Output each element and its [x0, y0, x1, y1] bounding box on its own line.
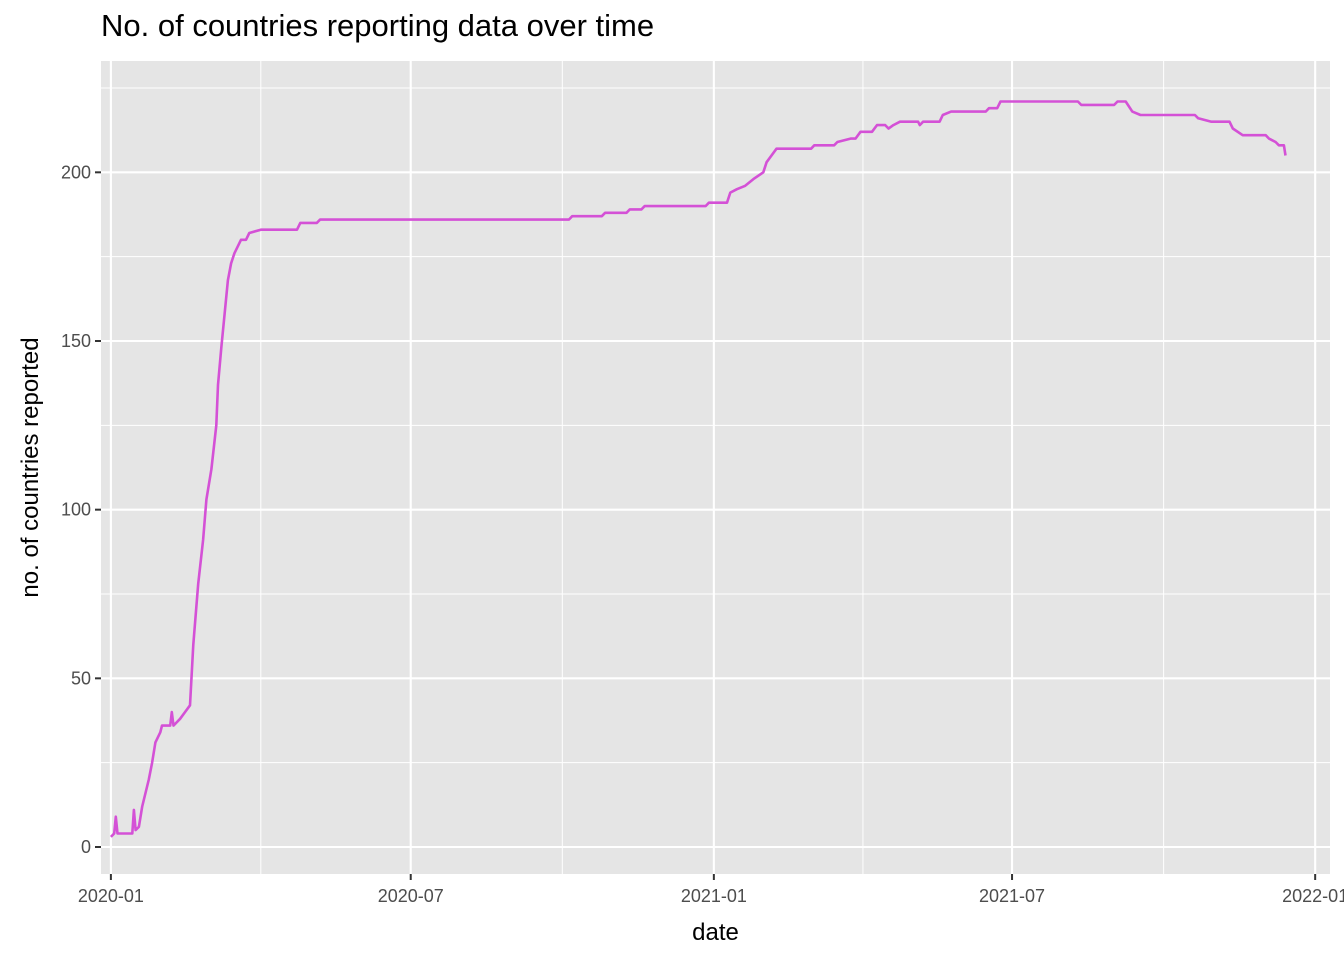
- y-tick-label: 150: [61, 331, 91, 351]
- x-axis-title: date: [692, 919, 739, 946]
- x-tick-label: 2021-07: [979, 886, 1045, 906]
- x-tick-label: 2021-01: [681, 886, 747, 906]
- axis-ticks: [95, 171, 1317, 880]
- plot-panel: [101, 61, 1330, 874]
- y-tick-label: 200: [61, 162, 91, 182]
- y-tick-label: 0: [81, 837, 91, 857]
- x-tick-label: 2020-01: [78, 886, 144, 906]
- y-tick-label: 50: [71, 668, 91, 688]
- chart-title: No. of countries reporting data over tim…: [101, 8, 655, 43]
- x-tick-label: 2020-07: [378, 886, 444, 906]
- major-gridlines: [101, 61, 1330, 874]
- x-tick-labels: 2020-01 2020-07 2021-01 2021-07 2022-01: [78, 886, 1344, 906]
- y-tick-labels: 0 50 100 150 200: [61, 162, 91, 857]
- minor-gridlines: [101, 61, 1330, 874]
- series-layer: [109, 100, 1287, 838]
- y-axis-title: no. of countries reported: [17, 337, 44, 597]
- x-tick-label: 2022-01: [1282, 886, 1344, 906]
- series-line: [109, 100, 1287, 838]
- y-tick-label: 100: [61, 500, 91, 520]
